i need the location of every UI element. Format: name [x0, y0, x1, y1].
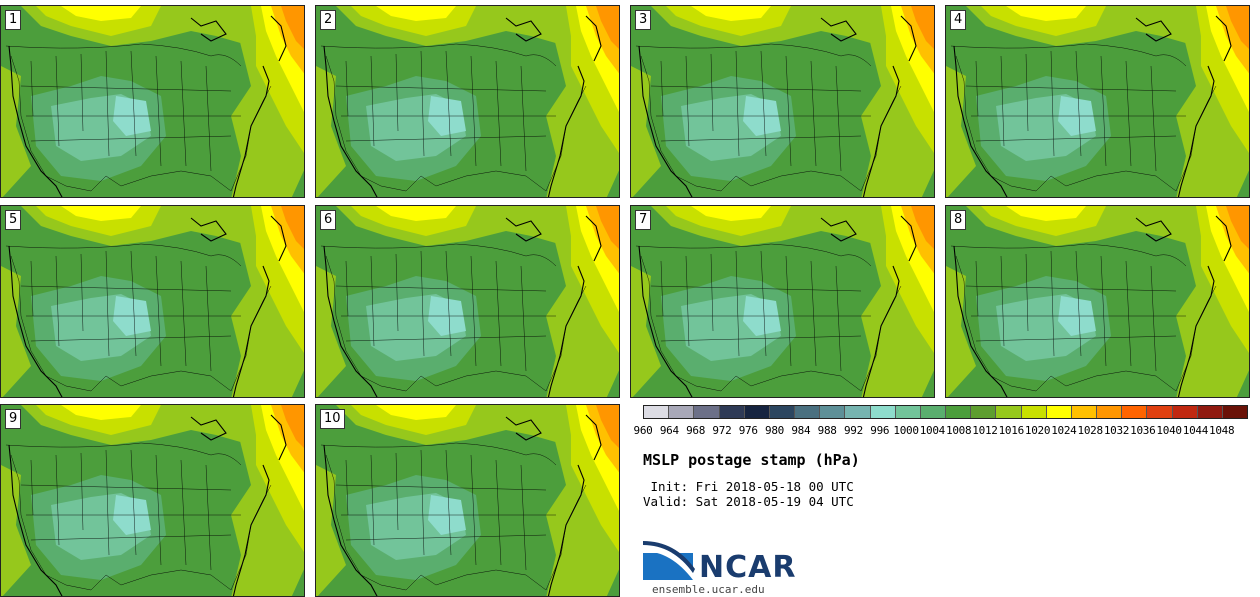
init-time: Init: Fri 2018-05-18 00 UTC — [643, 479, 854, 494]
member-panel: 6 — [315, 205, 620, 398]
colorbar-tick-label: 976 — [738, 424, 758, 437]
member-label: 9 — [5, 409, 22, 429]
colorbar-swatch — [946, 406, 972, 418]
colorbar-tick-label: 1036 — [1130, 424, 1156, 437]
colorbar-swatch — [1222, 406, 1248, 418]
member-label: 5 — [5, 210, 22, 230]
colorbar-swatch — [996, 406, 1022, 418]
member-label: 1 — [5, 10, 22, 30]
colorbar-tick-label: 988 — [817, 424, 837, 437]
member-label: 2 — [320, 10, 337, 30]
colorbar-tick-label: 968 — [686, 424, 706, 437]
member-label: 4 — [950, 10, 967, 30]
member-panel: 10 — [315, 404, 620, 597]
colorbar-tick-label: 1004 — [919, 424, 946, 437]
member-label: 6 — [320, 210, 337, 230]
member-panel: 8 — [945, 205, 1250, 398]
colorbar-swatch — [694, 406, 720, 418]
colorbar-tick-label: 1024 — [1051, 424, 1077, 437]
colorbar-swatch — [1046, 406, 1072, 418]
colorbar-tick-label: 1000 — [893, 424, 919, 437]
member-panel: 3 — [630, 5, 935, 198]
colorbar-swatch — [1197, 406, 1223, 418]
colorbar-tick-label: 1012 — [972, 424, 998, 437]
colorbar-swatch — [719, 406, 745, 418]
colorbar-swatch — [669, 406, 695, 418]
colorbar-swatch — [895, 406, 921, 418]
colorbar-tick-label: 1008 — [945, 424, 972, 437]
colorbar-swatch — [1122, 406, 1148, 418]
colorbar-swatch — [1147, 406, 1173, 418]
member-panel: 4 — [945, 5, 1250, 198]
colorbar-tick-label: 996 — [870, 424, 890, 437]
colorbar-tick-label: 960 — [633, 424, 653, 437]
page-title: MSLP postage stamp (hPa) — [643, 451, 860, 469]
colorbar-tick-label: 964 — [659, 424, 679, 437]
colorbar-swatch — [845, 406, 871, 418]
valid-time: Valid: Sat 2018-05-19 04 UTC — [643, 494, 854, 509]
colorbar-tick-label: 1020 — [1024, 424, 1051, 437]
colorbar-tick-label: 1040 — [1156, 424, 1182, 437]
colorbar-swatch — [644, 406, 670, 418]
colorbar-swatch — [1071, 406, 1098, 418]
member-label: 3 — [635, 10, 652, 30]
colorbar-swatch — [744, 406, 770, 418]
member-panel: 5 — [0, 205, 305, 398]
ncar-logo-icon — [643, 541, 695, 580]
colorbar-tick-label: 1032 — [1103, 424, 1130, 437]
colorbar-tick-label: 984 — [791, 424, 811, 437]
colorbar — [643, 405, 1248, 419]
colorbar-swatch — [1172, 406, 1198, 418]
colorbar-ticks: 960 964 968 972 976 980 984 988 992 996 1000 1004 10… — [634, 424, 1248, 438]
member-panel: 1 — [0, 5, 305, 198]
colorbar-tick-label: 1016 — [998, 424, 1025, 437]
colorbar-swatch — [920, 406, 947, 418]
member-panel: 9 — [0, 404, 305, 597]
colorbar-swatch — [820, 406, 846, 418]
colorbar-tick-label: 992 — [843, 424, 863, 437]
colorbar-tick-label: 1048 — [1209, 424, 1235, 437]
colorbar-swatch — [870, 406, 896, 418]
member-panel: 7 — [630, 205, 935, 398]
ncar-logo-text: NCAR — [699, 550, 797, 585]
colorbar-swatch — [971, 406, 997, 418]
colorbar-tick-label: 980 — [765, 424, 784, 437]
colorbar-tick-label: 1028 — [1077, 424, 1104, 437]
site-url: ensemble.ucar.edu — [652, 583, 765, 596]
member-label: 8 — [950, 210, 967, 230]
member-label: 10 — [320, 409, 345, 429]
member-panel: 2 — [315, 5, 620, 198]
colorbar-tick-label: 972 — [712, 424, 732, 437]
colorbar-swatch — [769, 406, 796, 418]
member-label: 7 — [635, 210, 652, 230]
colorbar-swatch — [795, 406, 821, 418]
colorbar-tick-label: 1044 — [1182, 424, 1209, 437]
colorbar-swatch — [1021, 406, 1047, 418]
colorbar-swatch — [1097, 406, 1123, 418]
